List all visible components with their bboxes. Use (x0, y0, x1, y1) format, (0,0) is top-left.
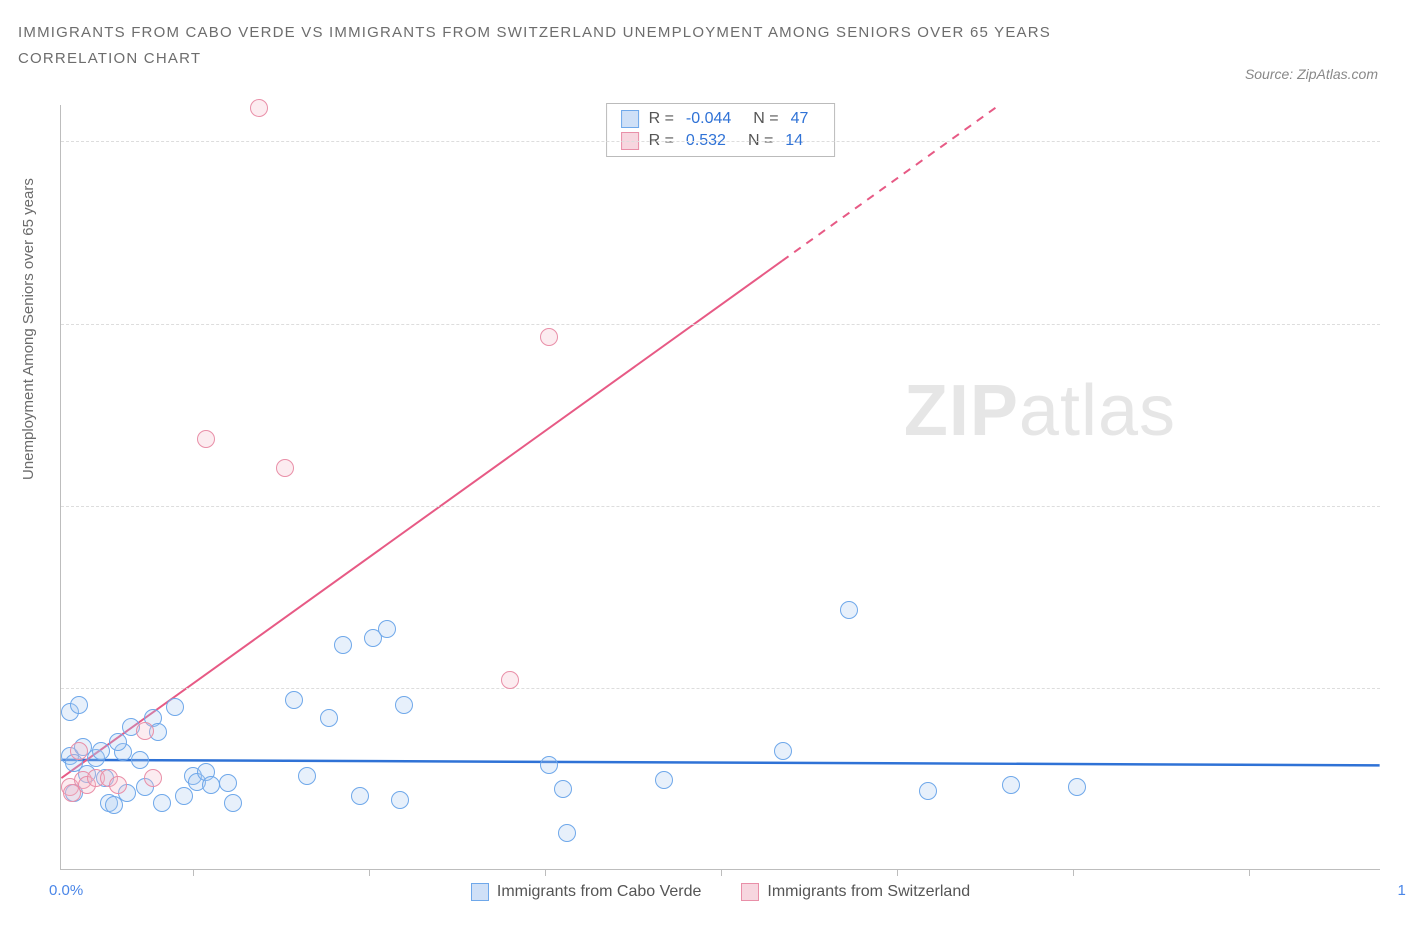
data-point-cabo_verde (1002, 776, 1020, 794)
title-line-2: CORRELATION CHART (18, 46, 1388, 72)
legend-r-key: R = (649, 110, 674, 128)
data-point-cabo_verde (391, 791, 409, 809)
x-tick (1249, 869, 1250, 876)
data-point-cabo_verde (774, 742, 792, 760)
source-attribution: Source: ZipAtlas.com (1245, 66, 1378, 82)
trend-line-switzerland (782, 105, 1380, 261)
data-point-cabo_verde (320, 709, 338, 727)
data-point-cabo_verde (1068, 778, 1086, 796)
x-tick (897, 869, 898, 876)
title-line-1: IMMIGRANTS FROM CABO VERDE VS IMMIGRANTS… (18, 20, 1388, 46)
data-point-switzerland (144, 769, 162, 787)
data-point-switzerland (540, 328, 558, 346)
data-point-cabo_verde (298, 767, 316, 785)
data-point-cabo_verde (153, 794, 171, 812)
data-point-switzerland (250, 99, 268, 117)
data-point-switzerland (276, 459, 294, 477)
data-point-cabo_verde (285, 691, 303, 709)
legend-swatch (621, 110, 639, 128)
legend-row: R = -0.044 N = 47 (607, 108, 835, 130)
data-point-cabo_verde (202, 776, 220, 794)
x-tick (193, 869, 194, 876)
legend-r-value: -0.044 (686, 110, 731, 128)
data-point-cabo_verde (166, 698, 184, 716)
data-point-cabo_verde (131, 751, 149, 769)
data-point-cabo_verde (554, 780, 572, 798)
gridline (61, 141, 1380, 142)
x-tick (721, 869, 722, 876)
data-point-cabo_verde (224, 794, 242, 812)
data-point-cabo_verde (219, 774, 237, 792)
series-legend: Immigrants from Cabo Verde Immigrants fro… (61, 883, 1380, 901)
data-point-cabo_verde (92, 742, 110, 760)
x-tick (369, 869, 370, 876)
data-point-switzerland (197, 430, 215, 448)
data-point-cabo_verde (175, 787, 193, 805)
correlation-legend: R =-0.044N =47R =0.532N =14 (606, 103, 836, 157)
data-point-cabo_verde (334, 636, 352, 654)
data-point-switzerland (109, 776, 127, 794)
data-point-cabo_verde (378, 620, 396, 638)
x-axis-max-label: 15.0% (1397, 882, 1406, 899)
data-point-switzerland (70, 742, 88, 760)
data-point-switzerland (501, 671, 519, 689)
gridline (61, 506, 1380, 507)
series-legend-label: Immigrants from Cabo Verde (497, 883, 702, 901)
scatter-plot-area: R =-0.044N =47R =0.532N =14 Immigrants f… (60, 105, 1380, 870)
legend-n-value: 47 (791, 110, 809, 128)
x-tick (1073, 869, 1074, 876)
data-point-cabo_verde (70, 696, 88, 714)
data-point-cabo_verde (655, 771, 673, 789)
gridline (61, 688, 1380, 689)
data-point-cabo_verde (540, 756, 558, 774)
trend-line-cabo_verde (61, 760, 1379, 765)
data-point-cabo_verde (840, 601, 858, 619)
series-legend-label: Immigrants from Switzerland (767, 883, 970, 901)
data-point-cabo_verde (395, 696, 413, 714)
gridline (61, 324, 1380, 325)
data-point-cabo_verde (919, 782, 937, 800)
chart-title-block: IMMIGRANTS FROM CABO VERDE VS IMMIGRANTS… (0, 0, 1406, 77)
y-axis-label: Unemployment Among Seniors over 65 years (20, 178, 37, 480)
legend-swatch (471, 883, 489, 901)
series-legend-item: Immigrants from Cabo Verde (471, 883, 702, 901)
legend-swatch (741, 883, 759, 901)
trend-lines-svg (61, 105, 1380, 869)
data-point-cabo_verde (351, 787, 369, 805)
data-point-cabo_verde (109, 733, 127, 751)
data-point-cabo_verde (558, 824, 576, 842)
x-axis-min-label: 0.0% (49, 882, 83, 899)
series-legend-item: Immigrants from Switzerland (741, 883, 970, 901)
data-point-switzerland (136, 722, 154, 740)
legend-n-key: N = (753, 110, 778, 128)
x-tick (545, 869, 546, 876)
